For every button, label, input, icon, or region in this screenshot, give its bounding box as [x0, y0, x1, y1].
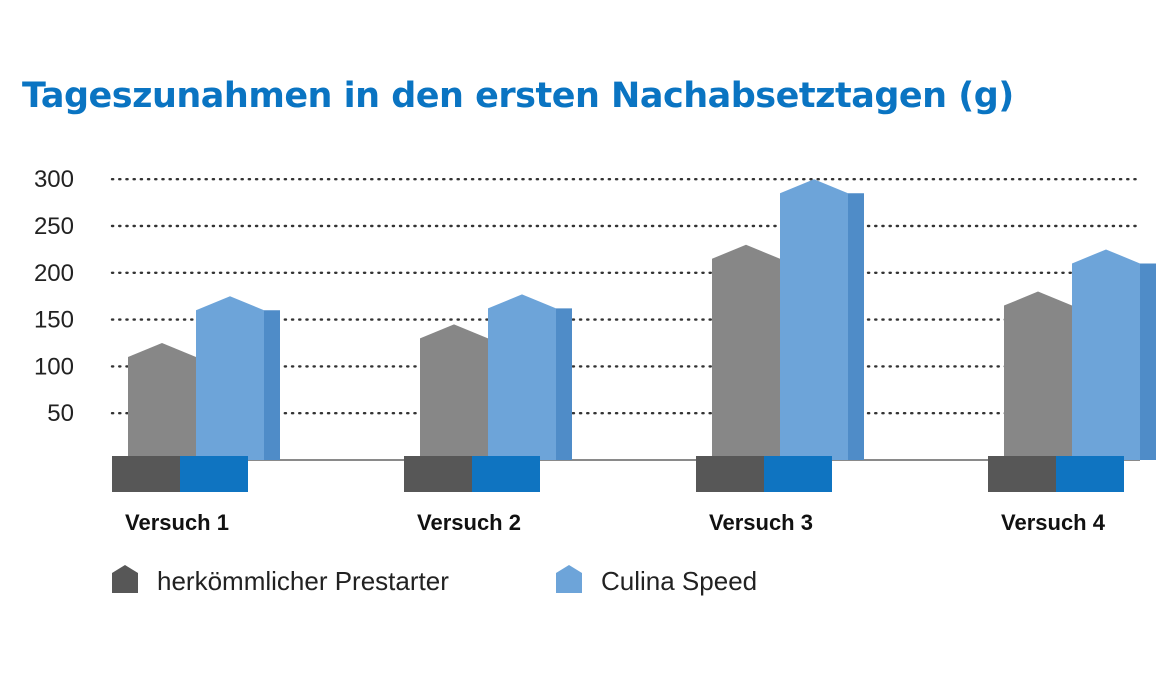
chart-title: Tageszunahmen in den ersten Nachabsetzta… — [22, 76, 1014, 116]
bar — [1004, 291, 1072, 460]
legend-label: Culina Speed — [601, 566, 757, 596]
y-tick-label: 150 — [34, 307, 74, 334]
y-tick-label: 100 — [34, 353, 74, 380]
legend-marker — [112, 565, 138, 593]
category-bases — [112, 456, 1124, 492]
x-axis-labels: Versuch 1 Versuch 2 Versuch 3 Versuch 4 — [125, 510, 1106, 535]
bar-base — [764, 456, 832, 492]
y-tick-label: 50 — [47, 400, 74, 427]
bar — [420, 324, 488, 460]
bar-base — [472, 456, 540, 492]
bar-base — [404, 456, 472, 492]
bar — [712, 244, 780, 460]
bar — [488, 294, 556, 460]
bar — [128, 343, 196, 460]
x-tick-label: Versuch 3 — [709, 510, 813, 535]
y-tick-label: 250 — [34, 213, 74, 240]
bar-base — [180, 456, 248, 492]
y-axis-ticks: 50 100 150 200 250 300 — [34, 166, 74, 427]
bar-base — [696, 456, 764, 492]
bars — [128, 179, 1156, 461]
bar-base — [1056, 456, 1124, 492]
gridlines — [110, 177, 1142, 461]
bar-side — [556, 308, 572, 460]
legend-label: herkömmlicher Prestarter — [157, 566, 449, 596]
bar-side — [264, 310, 280, 460]
legend: herkömmlicher Prestarter Culina Speed — [112, 565, 757, 596]
y-tick-label: 200 — [34, 260, 74, 287]
x-tick-label: Versuch 2 — [417, 510, 521, 535]
bar — [1072, 249, 1140, 460]
bar-base — [112, 456, 180, 492]
bar-base — [988, 456, 1056, 492]
bar — [196, 296, 264, 460]
x-tick-label: Versuch 4 — [1001, 510, 1106, 535]
x-tick-label: Versuch 1 — [125, 510, 229, 535]
legend-marker — [556, 565, 582, 593]
y-tick-label: 300 — [34, 166, 74, 193]
bar-side — [848, 193, 864, 461]
bar — [780, 179, 848, 461]
bar-side — [1140, 263, 1156, 460]
